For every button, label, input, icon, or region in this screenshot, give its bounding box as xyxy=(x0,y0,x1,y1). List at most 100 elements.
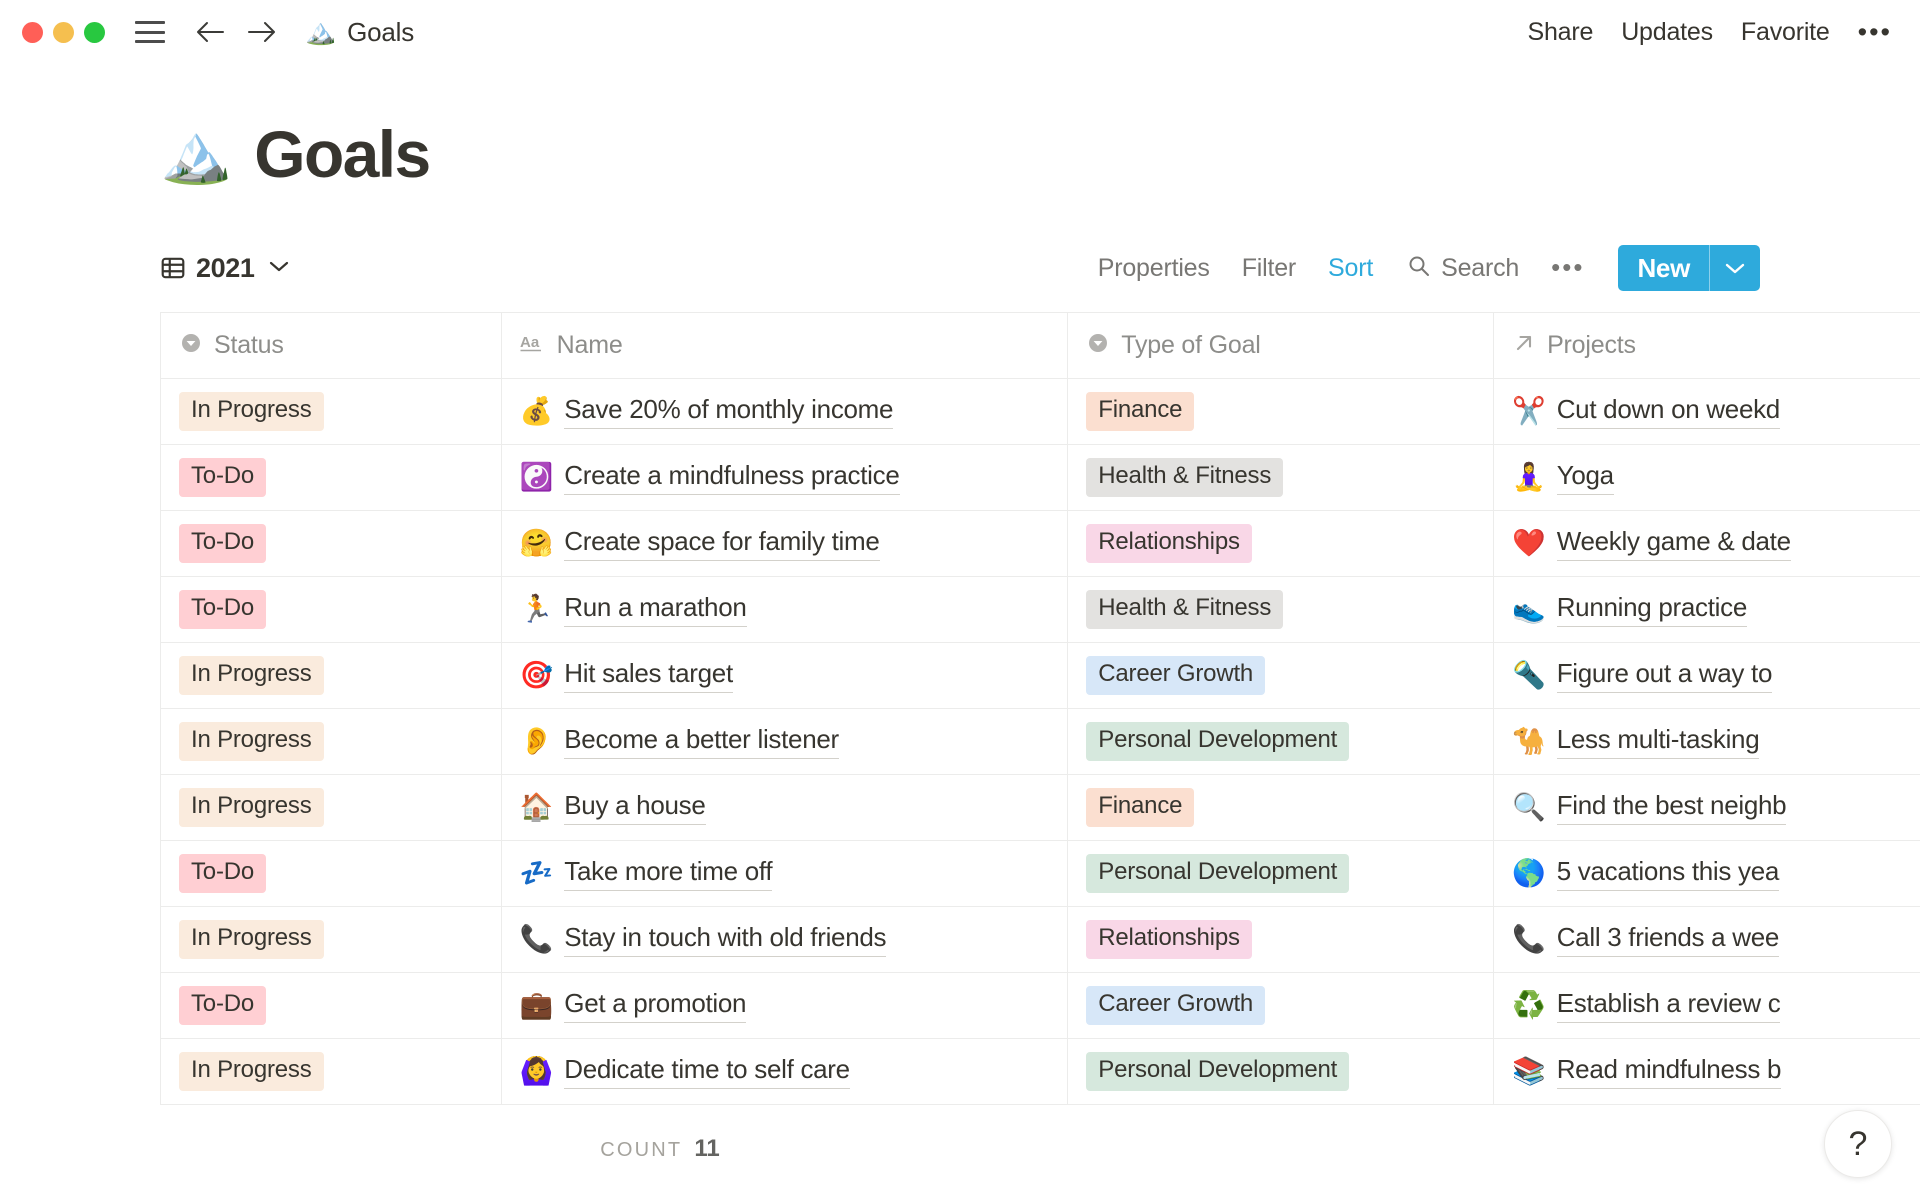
cell-status[interactable]: In Progress xyxy=(160,708,502,775)
table-row[interactable]: To-Do 💤 Take more time off Personal Develop… xyxy=(160,840,1920,907)
help-button[interactable]: ? xyxy=(1824,1110,1892,1178)
table-row[interactable]: In Progress 🙆‍♀️ Dedicate time to self car… xyxy=(160,1038,1920,1105)
row-name-link[interactable]: Take more time off xyxy=(564,856,773,891)
project-link[interactable]: Weekly game & date xyxy=(1556,526,1791,561)
project-link[interactable]: Figure out a way to xyxy=(1556,658,1772,693)
page-mountain-icon[interactable]: 🏔️ xyxy=(160,121,233,186)
row-name-link[interactable]: Dedicate time to self care xyxy=(564,1054,850,1089)
column-header-status[interactable]: Status xyxy=(160,312,502,379)
table-row[interactable]: In Progress 🏠 Buy a house Finance 🔍 Find the … xyxy=(160,774,1920,841)
cell-type-of-goal[interactable]: Personal Development xyxy=(1067,708,1495,775)
column-header-name[interactable]: Aa Name xyxy=(501,312,1069,379)
table-row[interactable]: In Progress 📞 Stay in touch with old frien… xyxy=(160,906,1920,973)
cell-name[interactable]: 🏃 Run a marathon xyxy=(501,576,1069,643)
cell-projects[interactable]: 📞 Call 3 friends a wee xyxy=(1493,906,1920,973)
table-row[interactable]: In Progress 💰 Save 20% of monthly income Fi… xyxy=(160,378,1920,445)
breadcrumb[interactable]: 🏔️ Goals xyxy=(305,17,414,48)
sidebar-toggle-icon[interactable] xyxy=(135,21,165,43)
cell-projects[interactable]: ✂️ Cut down on weekd xyxy=(1493,378,1920,445)
row-name-link[interactable]: Buy a house xyxy=(564,790,706,825)
row-name-link[interactable]: Create space for family time xyxy=(564,526,880,561)
column-header-projects[interactable]: Projects xyxy=(1493,312,1920,379)
project-link[interactable]: Cut down on weekd xyxy=(1556,394,1780,429)
project-link[interactable]: Find the best neighb xyxy=(1556,790,1787,825)
cell-type-of-goal[interactable]: Career Growth xyxy=(1067,642,1495,709)
more-options-icon[interactable]: ••• xyxy=(1857,16,1892,47)
cell-status[interactable]: To-Do xyxy=(160,972,502,1039)
cell-type-of-goal[interactable]: Relationships xyxy=(1067,906,1495,973)
cell-projects[interactable]: ♻️ Establish a review c xyxy=(1493,972,1920,1039)
cell-type-of-goal[interactable]: Health & Fitness xyxy=(1067,444,1495,511)
cell-projects[interactable]: 🔦 Figure out a way to xyxy=(1493,642,1920,709)
cell-name[interactable]: 💤 Take more time off xyxy=(501,840,1069,907)
cell-status[interactable]: To-Do xyxy=(160,444,502,511)
project-link[interactable]: Read mindfulness b xyxy=(1556,1054,1781,1089)
project-link[interactable]: Running practice xyxy=(1556,592,1747,627)
row-name-link[interactable]: Run a marathon xyxy=(564,592,747,627)
cell-type-of-goal[interactable]: Personal Development xyxy=(1067,840,1495,907)
cell-projects[interactable]: 🔍 Find the best neighb xyxy=(1493,774,1920,841)
updates-button[interactable]: Updates xyxy=(1621,17,1713,46)
table-row[interactable]: To-Do 🤗 Create space for family time Relati… xyxy=(160,510,1920,577)
view-more-options-icon[interactable]: ••• xyxy=(1551,252,1585,283)
search-button[interactable]: Search xyxy=(1389,254,1533,283)
cell-status[interactable]: In Progress xyxy=(160,906,502,973)
cell-type-of-goal[interactable]: Personal Development xyxy=(1067,1038,1495,1105)
new-button[interactable]: New xyxy=(1618,245,1710,291)
cell-status[interactable]: In Progress xyxy=(160,642,502,709)
cell-projects[interactable]: ❤️ Weekly game & date xyxy=(1493,510,1920,577)
sort-button[interactable]: Sort xyxy=(1328,253,1374,282)
cell-type-of-goal[interactable]: Career Growth xyxy=(1067,972,1495,1039)
table-row[interactable]: To-Do ☯️ Create a mindfulness practice Heal… xyxy=(160,444,1920,511)
maximize-window-button[interactable] xyxy=(84,21,105,43)
project-link[interactable]: 5 vacations this yea xyxy=(1556,856,1779,891)
properties-button[interactable]: Properties xyxy=(1097,253,1210,282)
cell-type-of-goal[interactable]: Finance xyxy=(1067,774,1495,841)
project-link[interactable]: Call 3 friends a wee xyxy=(1556,922,1779,957)
close-window-button[interactable] xyxy=(22,21,43,43)
cell-name[interactable]: 👂 Become a better listener xyxy=(501,708,1069,775)
project-link[interactable]: Establish a review c xyxy=(1556,988,1781,1023)
cell-name[interactable]: 🏠 Buy a house xyxy=(501,774,1069,841)
column-header-type-of-goal[interactable]: Type of Goal xyxy=(1067,312,1495,379)
cell-projects[interactable]: 🌎 5 vacations this yea xyxy=(1493,840,1920,907)
cell-status[interactable]: To-Do xyxy=(160,576,502,643)
cell-projects[interactable]: 🐪 Less multi-tasking xyxy=(1493,708,1920,775)
view-tab-2021[interactable]: 2021 xyxy=(160,253,290,284)
row-name-link[interactable]: Save 20% of monthly income xyxy=(564,394,894,429)
cell-type-of-goal[interactable]: Health & Fitness xyxy=(1067,576,1495,643)
cell-name[interactable]: 💰 Save 20% of monthly income xyxy=(501,378,1069,445)
table-row[interactable]: To-Do 💼 Get a promotion Career Growth ♻️ Esta… xyxy=(160,972,1920,1039)
cell-name[interactable]: 🎯 Hit sales target xyxy=(501,642,1069,709)
favorite-button[interactable]: Favorite xyxy=(1740,17,1830,46)
cell-name[interactable]: ☯️ Create a mindfulness practice xyxy=(501,444,1069,511)
forward-arrow-icon[interactable] xyxy=(245,15,279,49)
table-row[interactable]: In Progress 🎯 Hit sales target Career Growt… xyxy=(160,642,1920,709)
table-row[interactable]: To-Do 🏃 Run a marathon Health & Fitness 👟 Run… xyxy=(160,576,1920,643)
cell-status[interactable]: In Progress xyxy=(160,1038,502,1105)
project-link[interactable]: Yoga xyxy=(1556,460,1614,495)
table-row[interactable]: In Progress 👂 Become a better listener Pers… xyxy=(160,708,1920,775)
row-name-link[interactable]: Stay in touch with old friends xyxy=(564,922,887,957)
cell-status[interactable]: To-Do xyxy=(160,840,502,907)
new-dropdown-chevron-icon[interactable] xyxy=(1710,245,1760,291)
cell-status[interactable]: To-Do xyxy=(160,510,502,577)
back-arrow-icon[interactable] xyxy=(193,15,227,49)
row-name-link[interactable]: Create a mindfulness practice xyxy=(564,460,900,495)
filter-button[interactable]: Filter xyxy=(1241,253,1297,282)
cell-status[interactable]: In Progress xyxy=(160,378,502,445)
cell-projects[interactable]: 🧘‍♀️ Yoga xyxy=(1493,444,1920,511)
cell-projects[interactable]: 👟 Running practice xyxy=(1493,576,1920,643)
page-title[interactable]: Goals xyxy=(254,117,431,191)
row-name-link[interactable]: Get a promotion xyxy=(564,988,747,1023)
share-button[interactable]: Share xyxy=(1527,17,1594,46)
row-name-link[interactable]: Hit sales target xyxy=(564,658,733,693)
cell-name[interactable]: 📞 Stay in touch with old friends xyxy=(501,906,1069,973)
cell-type-of-goal[interactable]: Relationships xyxy=(1067,510,1495,577)
cell-type-of-goal[interactable]: Finance xyxy=(1067,378,1495,445)
cell-name[interactable]: 🤗 Create space for family time xyxy=(501,510,1069,577)
cell-name[interactable]: 🙆‍♀️ Dedicate time to self care xyxy=(501,1038,1069,1105)
minimize-window-button[interactable] xyxy=(53,21,74,43)
cell-projects[interactable]: 📚 Read mindfulness b xyxy=(1493,1038,1920,1105)
cell-name[interactable]: 💼 Get a promotion xyxy=(501,972,1069,1039)
